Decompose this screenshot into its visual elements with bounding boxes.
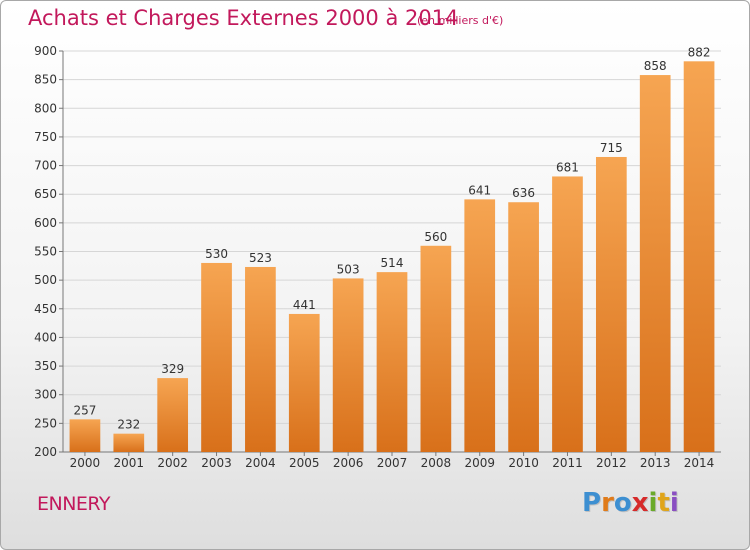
- x-tick-label: 2001: [114, 456, 145, 470]
- logo-letter: i: [669, 488, 679, 518]
- y-tick-label: 900: [34, 44, 57, 58]
- data-label: 523: [249, 251, 272, 265]
- x-tick-label: 2005: [289, 456, 320, 470]
- chart-title: Achats et Charges Externes 2000 à 2014: [28, 6, 459, 30]
- bar: [552, 176, 583, 452]
- data-label: 503: [337, 262, 360, 276]
- bar: [201, 262, 232, 452]
- bar: [332, 278, 364, 452]
- y-tick-label: 500: [34, 273, 57, 287]
- logo-letter: P: [582, 488, 602, 518]
- y-tick-label: 650: [34, 187, 57, 201]
- x-tick-label: 2009: [464, 456, 495, 470]
- data-label: 560: [424, 230, 447, 244]
- commune-name: ENNERY: [37, 493, 111, 515]
- y-tick-label: 800: [34, 101, 57, 115]
- logo-letter: o: [613, 488, 632, 518]
- bar: [464, 199, 496, 452]
- bar: [376, 272, 408, 452]
- logo-letter: t: [657, 488, 670, 518]
- y-tick-label: 250: [34, 416, 57, 430]
- x-tick-label: 2003: [201, 456, 232, 470]
- proxiti-logo: Proxiti: [582, 488, 679, 518]
- x-tick-label: 2000: [70, 456, 101, 470]
- x-tick-label: 2012: [596, 456, 627, 470]
- logo-letter: r: [601, 488, 614, 518]
- data-label: 441: [293, 298, 316, 312]
- bars: [69, 61, 715, 452]
- bar: [157, 378, 189, 452]
- x-tick-label: 2004: [245, 456, 276, 470]
- data-label: 530: [205, 247, 228, 261]
- bar: [683, 61, 715, 452]
- bar: [69, 419, 101, 452]
- data-label: 882: [688, 45, 711, 59]
- data-label: 329: [161, 362, 184, 376]
- data-label: 858: [644, 59, 667, 73]
- x-tick-label: 2010: [508, 456, 539, 470]
- y-tick-label: 700: [34, 159, 57, 173]
- x-tick-label: 2014: [684, 456, 715, 470]
- data-label: 715: [600, 141, 623, 155]
- x-tick-label: 2007: [377, 456, 408, 470]
- y-tick-label: 600: [34, 216, 57, 230]
- data-label: 636: [512, 186, 535, 200]
- y-tick-label: 300: [34, 388, 57, 402]
- x-tick-label: 2006: [333, 456, 364, 470]
- y-tick-label: 750: [34, 130, 57, 144]
- x-tick-label: 2013: [640, 456, 671, 470]
- x-tick-label: 2002: [157, 456, 188, 470]
- data-label: 257: [73, 403, 96, 417]
- logo-letter: x: [631, 488, 649, 518]
- data-label: 641: [468, 183, 491, 197]
- bar: [639, 75, 671, 452]
- y-tick-label: 550: [34, 245, 57, 259]
- bar: [508, 202, 539, 452]
- bar: [595, 156, 627, 452]
- labels: 200 250 300 350 400 450 500 550 600 650 700 750 800 8…: [34, 44, 714, 470]
- data-label: 514: [381, 256, 404, 270]
- y-tick-label: 850: [34, 73, 57, 87]
- y-tick-label: 350: [34, 359, 57, 373]
- x-tick-label: 2011: [552, 456, 583, 470]
- data-label: 232: [117, 418, 140, 432]
- bar: [113, 433, 145, 452]
- x-tick-label: 2008: [421, 456, 452, 470]
- data-label: 681: [556, 160, 579, 174]
- y-tick-label: 450: [34, 302, 57, 316]
- bar: [245, 266, 276, 452]
- y-tick-label: 200: [34, 445, 57, 459]
- logo-letter: i: [648, 488, 658, 518]
- bar: [420, 245, 452, 452]
- y-tick-label: 400: [34, 330, 57, 344]
- bar: [288, 313, 320, 452]
- chart-subtitle: (en milliers d'€): [417, 14, 504, 27]
